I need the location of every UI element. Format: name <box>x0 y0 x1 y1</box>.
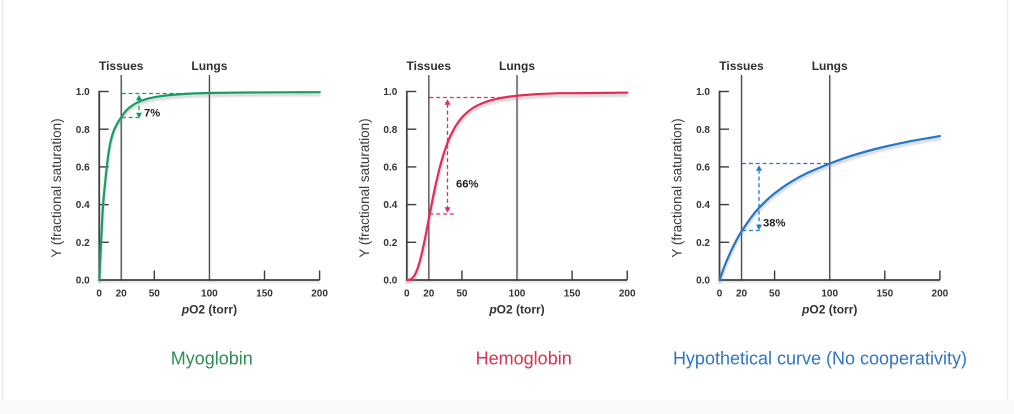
svg-text:0.0: 0.0 <box>696 276 710 287</box>
svg-text:0.0: 0.0 <box>383 276 397 287</box>
svg-text:0: 0 <box>717 289 723 300</box>
svg-text:0.4: 0.4 <box>383 200 397 211</box>
svg-text:0.8: 0.8 <box>383 125 397 136</box>
svg-text:200: 200 <box>619 289 636 300</box>
svg-text:Tissues: Tissues <box>719 59 764 73</box>
svg-text:150: 150 <box>256 289 273 300</box>
svg-text:Lungs: Lungs <box>191 59 227 73</box>
svg-text:150: 150 <box>876 289 893 300</box>
svg-text:Y (fractional saturation): Y (fractional saturation) <box>670 118 685 257</box>
svg-text:pO2 (torr): pO2 (torr) <box>181 303 237 317</box>
svg-text:Tissues: Tissues <box>407 59 452 73</box>
svg-text:20: 20 <box>116 289 128 300</box>
svg-text:Y (fractional saturation): Y (fractional saturation) <box>49 118 64 257</box>
svg-text:0.2: 0.2 <box>383 238 397 249</box>
svg-text:200: 200 <box>311 289 328 300</box>
svg-text:Tissues: Tissues <box>99 59 144 73</box>
svg-text:0.2: 0.2 <box>696 238 710 249</box>
svg-text:150: 150 <box>564 289 581 300</box>
svg-text:Y (fractional saturation): Y (fractional saturation) <box>357 118 372 257</box>
svg-text:50: 50 <box>149 289 161 300</box>
svg-text:pO2 (torr): pO2 (torr) <box>801 303 857 317</box>
svg-text:Lungs: Lungs <box>812 59 848 73</box>
svg-text:1.0: 1.0 <box>696 87 710 98</box>
svg-text:50: 50 <box>769 289 781 300</box>
svg-text:0: 0 <box>96 289 102 300</box>
svg-text:0.6: 0.6 <box>696 163 710 174</box>
svg-text:100: 100 <box>201 289 218 300</box>
svg-text:38%: 38% <box>763 218 785 230</box>
svg-text:0.0: 0.0 <box>76 276 90 287</box>
svg-text:100: 100 <box>509 289 526 300</box>
svg-text:20: 20 <box>423 289 435 300</box>
svg-text:100: 100 <box>821 289 838 300</box>
svg-text:66%: 66% <box>456 179 478 191</box>
svg-text:0.6: 0.6 <box>383 163 397 174</box>
svg-text:0.8: 0.8 <box>76 125 90 136</box>
svg-text:50: 50 <box>456 289 468 300</box>
svg-text:Lungs: Lungs <box>499 59 535 73</box>
svg-text:1.0: 1.0 <box>383 87 397 98</box>
svg-text:0.6: 0.6 <box>76 163 90 174</box>
svg-text:200: 200 <box>932 289 949 300</box>
svg-text:0.4: 0.4 <box>696 200 710 211</box>
svg-text:0: 0 <box>404 289 410 300</box>
svg-text:20: 20 <box>736 289 748 300</box>
svg-text:0.2: 0.2 <box>76 238 90 249</box>
svg-text:0.4: 0.4 <box>76 200 90 211</box>
svg-text:Hypothetical curve (No coopera: Hypothetical curve (No cooperativity) <box>673 349 967 369</box>
svg-text:Hemoglobin: Hemoglobin <box>476 349 572 369</box>
svg-text:pO2 (torr): pO2 (torr) <box>488 303 544 317</box>
svg-text:0.8: 0.8 <box>696 125 710 136</box>
svg-text:Myoglobin: Myoglobin <box>171 349 253 369</box>
svg-text:7%: 7% <box>144 108 160 120</box>
svg-text:1.0: 1.0 <box>76 87 90 98</box>
